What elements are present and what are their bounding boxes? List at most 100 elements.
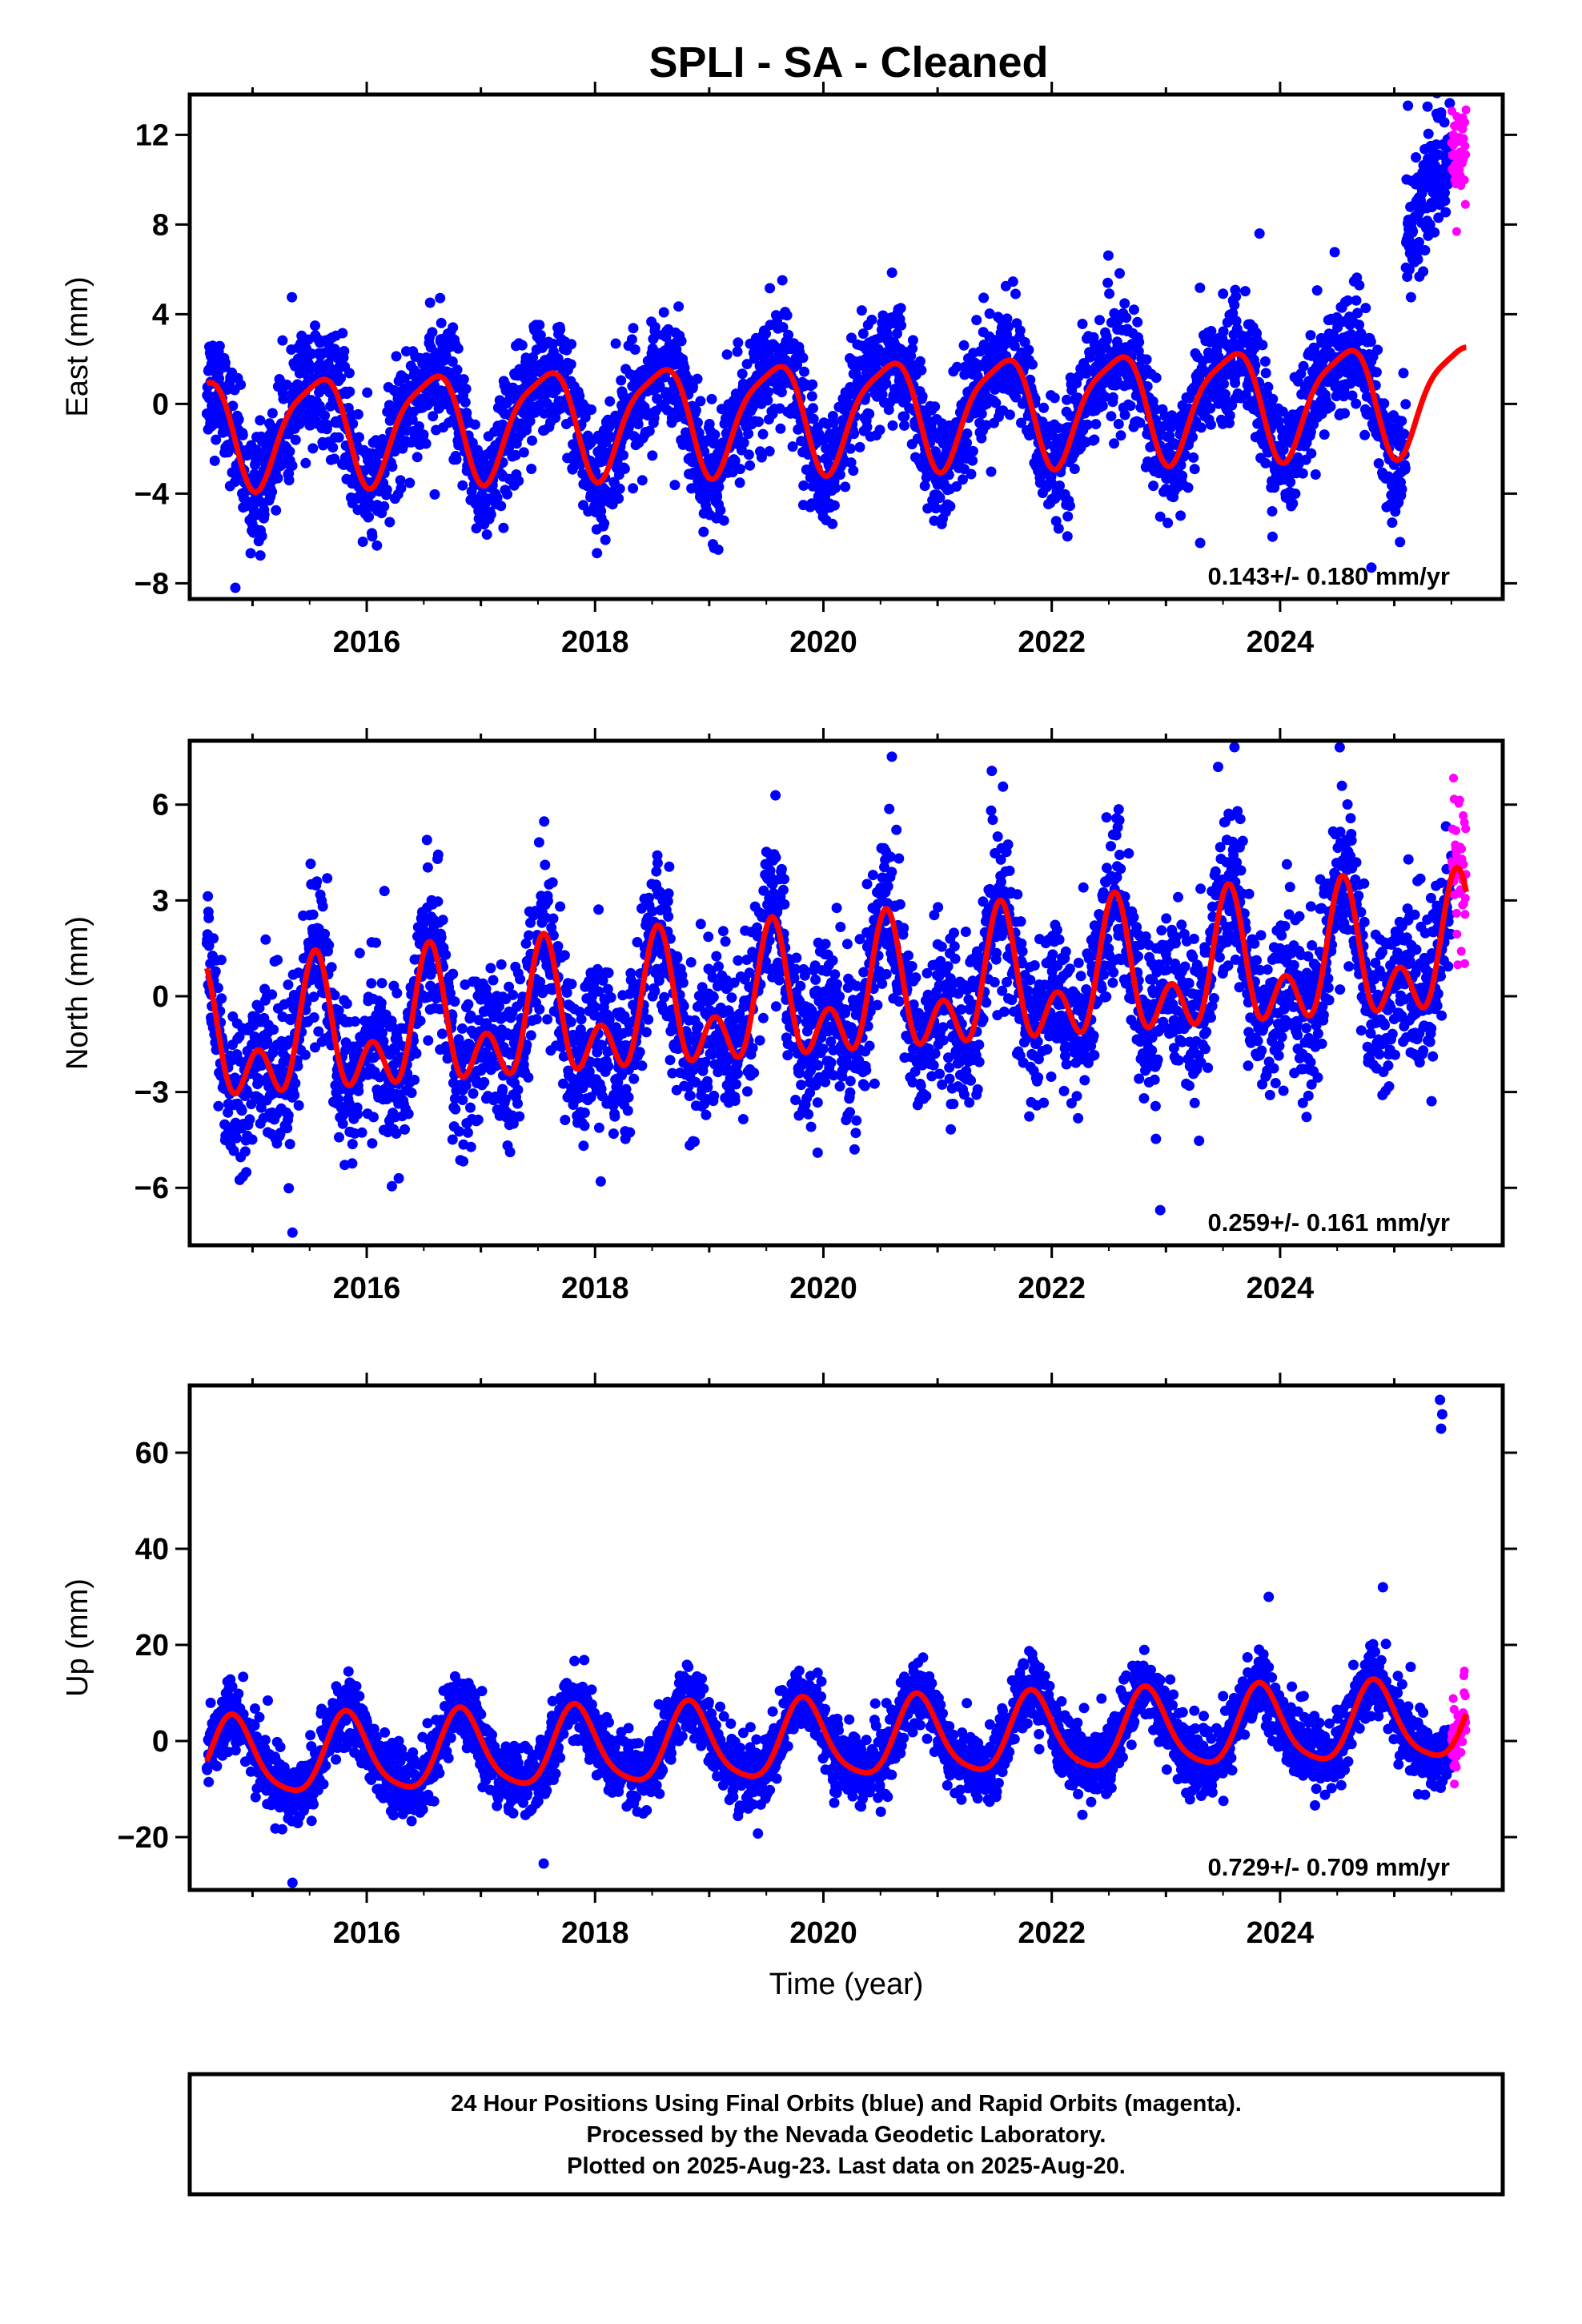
final-orbit-point — [1260, 368, 1271, 379]
final-orbit-point — [1263, 381, 1274, 392]
final-orbit-point — [1259, 356, 1271, 367]
final-orbit-point — [1440, 207, 1452, 218]
x-tick-label: 2022 — [1018, 625, 1086, 659]
final-orbit-point — [322, 873, 333, 884]
final-orbit-point — [366, 978, 377, 989]
final-orbit-point — [513, 476, 524, 486]
outlier-point — [1254, 228, 1265, 239]
final-orbit-point — [952, 361, 962, 372]
final-orbit-point — [1310, 469, 1321, 480]
final-orbit-point — [435, 292, 446, 304]
final-orbit-point — [916, 364, 927, 376]
final-orbit-point — [418, 429, 429, 440]
y-tick-label: 8 — [152, 208, 169, 242]
final-orbit-point — [343, 368, 355, 379]
rapid-orbit-point — [1461, 150, 1471, 159]
final-orbit-point — [733, 337, 744, 348]
final-orbit-point — [356, 1127, 367, 1138]
final-orbit-point — [311, 876, 323, 887]
final-orbit-point — [1423, 128, 1434, 139]
final-orbit-point — [1188, 452, 1199, 463]
final-orbit-point — [682, 373, 693, 384]
final-orbit-point — [1097, 400, 1108, 412]
final-orbit-point — [307, 443, 319, 454]
final-orbit-point — [741, 359, 753, 370]
final-orbit-point — [1016, 417, 1026, 428]
final-orbit-point — [962, 428, 973, 439]
final-orbit-point — [792, 360, 802, 371]
final-orbit-point — [560, 1115, 571, 1125]
final-orbit-point — [830, 482, 841, 493]
final-orbit-point — [1387, 517, 1398, 529]
final-orbit-point — [387, 461, 398, 472]
final-orbit-point — [1147, 396, 1158, 407]
final-orbit-point — [278, 393, 289, 404]
final-orbit-point — [462, 1127, 473, 1138]
final-orbit-point — [808, 413, 819, 424]
final-orbit-point — [756, 452, 767, 463]
final-orbit-point — [579, 1120, 590, 1132]
final-orbit-point — [319, 410, 331, 421]
final-orbit-point — [1297, 468, 1308, 479]
final-orbit-point — [776, 387, 787, 398]
final-orbit-point — [1205, 403, 1216, 414]
final-orbit-point — [919, 480, 930, 492]
final-orbit-point — [344, 386, 355, 397]
final-orbit-point — [450, 1104, 461, 1115]
final-orbit-point — [352, 408, 363, 420]
final-orbit-point — [1023, 344, 1034, 356]
final-orbit-point — [636, 475, 648, 486]
final-orbit-point — [1365, 336, 1376, 348]
final-orbit-point — [534, 1003, 545, 1015]
final-orbit-point — [465, 1102, 476, 1113]
final-orbit-point — [1177, 470, 1188, 481]
final-orbit-point — [384, 517, 396, 528]
final-orbit-point — [574, 391, 585, 402]
final-orbit-point — [845, 443, 856, 454]
final-orbit-point — [712, 491, 723, 502]
final-orbit-point — [236, 1105, 247, 1116]
final-orbit-point — [854, 441, 865, 452]
final-orbit-point — [1134, 417, 1146, 428]
final-orbit-point — [807, 379, 818, 390]
final-orbit-point — [1399, 463, 1411, 473]
final-orbit-point — [267, 486, 278, 497]
final-orbit-point — [287, 460, 298, 471]
final-orbit-point — [619, 463, 630, 474]
final-orbit-point — [1162, 473, 1173, 485]
final-orbit-point — [283, 979, 294, 991]
final-orbit-point — [618, 391, 629, 402]
final-orbit-point — [639, 401, 650, 412]
final-orbit-point — [468, 1088, 479, 1099]
final-orbit-point — [219, 357, 231, 368]
final-orbit-point — [930, 503, 942, 514]
final-orbit-point — [1267, 531, 1278, 542]
final-orbit-point — [375, 998, 387, 1008]
final-orbit-point — [451, 454, 462, 465]
final-orbit-point — [436, 932, 447, 943]
final-orbit-point — [1179, 449, 1191, 460]
final-orbit-point — [371, 540, 383, 551]
final-orbit-point — [515, 974, 526, 985]
final-orbit-point — [781, 310, 793, 321]
final-orbit-point — [300, 457, 311, 468]
final-orbit-point — [542, 895, 553, 907]
final-orbit-point — [673, 301, 685, 312]
final-orbit-point — [644, 425, 655, 436]
rapid-orbit-point — [1460, 175, 1469, 185]
final-orbit-point — [1218, 326, 1229, 337]
final-orbit-point — [539, 816, 550, 827]
final-orbit-point — [516, 340, 528, 351]
final-orbit-point — [658, 307, 669, 318]
final-orbit-point — [1287, 498, 1299, 509]
final-orbit-point — [496, 959, 507, 970]
final-orbit-point — [436, 1028, 448, 1039]
final-orbit-point — [984, 308, 995, 320]
final-orbit-point — [1359, 429, 1371, 440]
final-orbit-point — [849, 428, 860, 440]
final-orbit-point — [1102, 334, 1112, 345]
final-orbit-point — [284, 1139, 295, 1150]
final-orbit-point — [763, 386, 774, 397]
final-orbit-point — [899, 420, 909, 431]
